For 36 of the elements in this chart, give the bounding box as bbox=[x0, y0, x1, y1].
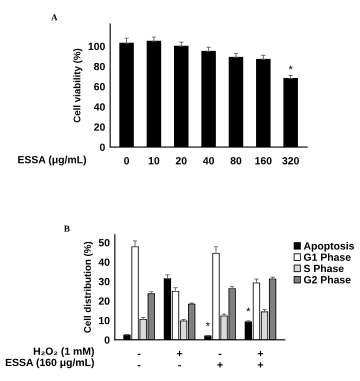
y-tick-label: 30 bbox=[98, 278, 110, 286]
y-axis-title: Cell distribution (%) bbox=[84, 242, 93, 333]
annotation: * bbox=[288, 66, 293, 70]
x-tick-label: 320 bbox=[282, 157, 299, 164]
y-tick-label: 0 bbox=[104, 336, 110, 344]
x-axis-title: ESSA (μg/mL) bbox=[18, 156, 86, 166]
y-tick-label: 100 bbox=[88, 42, 105, 50]
legend-label: G1 Phase bbox=[304, 253, 351, 261]
x-tick-label: 80 bbox=[230, 157, 242, 164]
y-tick-label: 50 bbox=[98, 238, 110, 246]
y-tick-label: 10 bbox=[99, 316, 110, 324]
x-axis-title: H₂O₂ (1 mM) ESSA (160 μg/mL) bbox=[6, 347, 94, 368]
x-tick-label: + - bbox=[176, 351, 182, 366]
x-tick-label: - - bbox=[138, 354, 140, 366]
y-tick-label: 20 bbox=[94, 123, 105, 131]
legend-label: G2 Phase bbox=[304, 276, 351, 284]
y-tick-label: 20 bbox=[98, 297, 110, 305]
y-tick-label: 0 bbox=[100, 144, 105, 151]
x-tick-label: 160 bbox=[255, 157, 272, 164]
annotation: * bbox=[206, 322, 210, 326]
chart-title: B bbox=[64, 226, 70, 232]
x-tick-label: - + bbox=[217, 354, 223, 368]
annotation: * bbox=[246, 308, 250, 312]
x-tick-label: 0 bbox=[124, 157, 130, 164]
legend-label: Apoptosis bbox=[304, 242, 354, 252]
chart-title: A bbox=[51, 14, 58, 20]
x-tick-label: + + bbox=[258, 351, 264, 368]
y-tick-label: 40 bbox=[94, 103, 105, 111]
y-tick-label: 60 bbox=[94, 83, 105, 90]
y-axis-title: Cell viability (%) bbox=[73, 48, 82, 122]
x-tick-label: 20 bbox=[176, 157, 187, 164]
x-tick-label: 10 bbox=[148, 157, 160, 164]
x-tick-label: 40 bbox=[202, 157, 214, 164]
legend-label: S Phase bbox=[304, 264, 344, 272]
y-tick-label: 40 bbox=[98, 258, 110, 266]
y-tick-label: 80 bbox=[94, 62, 105, 70]
